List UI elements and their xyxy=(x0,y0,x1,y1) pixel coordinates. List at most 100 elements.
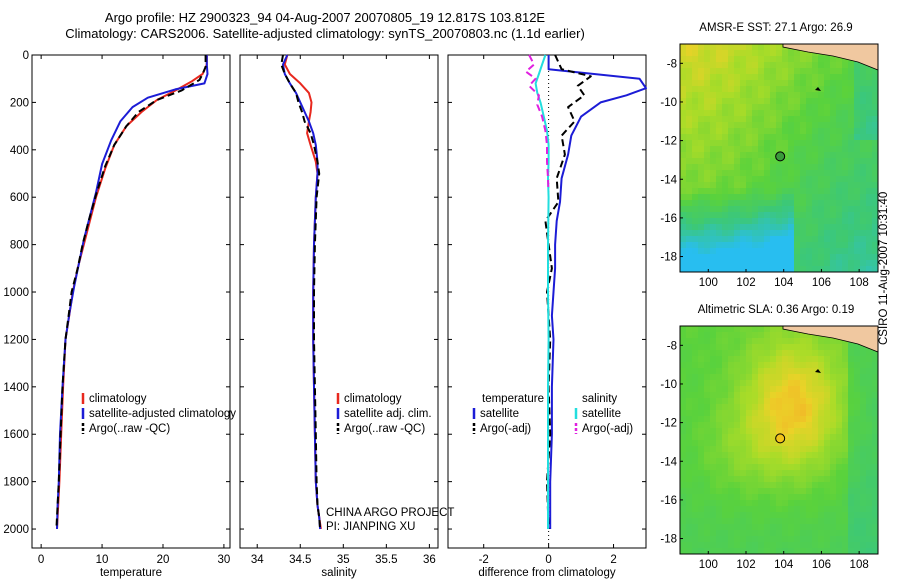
sla-map-cell xyxy=(764,482,771,489)
sla-map-cell xyxy=(704,494,711,501)
sla-map-cell xyxy=(872,500,879,507)
sst-map-cell xyxy=(746,68,753,75)
sla-map-cell xyxy=(818,338,825,345)
sla-map-cell xyxy=(812,392,819,399)
sla-map-cell xyxy=(860,344,867,351)
sst-map-cell xyxy=(758,242,765,249)
sst-map-cell xyxy=(854,68,861,75)
sst-map-cell xyxy=(686,182,693,189)
sla-map-cell xyxy=(842,416,849,423)
sla-map-cell xyxy=(794,536,801,543)
sla-map-cell xyxy=(782,458,789,465)
sla-map-cell xyxy=(848,386,855,393)
sla-map-cell xyxy=(752,404,759,411)
sst-map-cell xyxy=(830,68,837,75)
sla-map-cell xyxy=(806,380,813,387)
sla-map-cell xyxy=(734,440,741,447)
sla-map-cell xyxy=(746,458,753,465)
sst-map-cell xyxy=(710,182,717,189)
sst-map-cell xyxy=(812,128,819,135)
sla-map-cell xyxy=(686,488,693,495)
sla-map-cell xyxy=(770,536,777,543)
sla-map-cell xyxy=(758,392,765,399)
sla-map-cell xyxy=(854,530,861,537)
sla-map-cell xyxy=(806,404,813,411)
sst-map-cell xyxy=(848,248,855,255)
temperature-xtick-label: 10 xyxy=(96,554,109,566)
sla-map-cell xyxy=(704,380,711,387)
sla-map-cell xyxy=(854,368,861,375)
sla-map-cell xyxy=(794,362,801,369)
sst-map-cell xyxy=(686,80,693,87)
sla-map-cell xyxy=(770,506,777,513)
sla-map-cell xyxy=(800,422,807,429)
sst-map-cell xyxy=(686,236,693,243)
sla-map-cell xyxy=(752,530,759,537)
sla-map-cell xyxy=(728,362,735,369)
sla-map-cell xyxy=(854,506,861,513)
sst-map-cell xyxy=(770,86,777,93)
sst-map-cell xyxy=(686,176,693,183)
sla-map-cell xyxy=(800,512,807,519)
sst-map-cell xyxy=(788,98,795,105)
sst-map-cell xyxy=(812,182,819,189)
sst-map-cell xyxy=(752,182,759,189)
sla-map-cell xyxy=(812,368,819,375)
sst-map-cell xyxy=(692,176,699,183)
sla-map-cell xyxy=(746,464,753,471)
sst-map-cell xyxy=(758,158,765,165)
sst-map-cell xyxy=(770,50,777,57)
sst-map-cell xyxy=(830,242,837,249)
sst-map-cell xyxy=(776,146,783,153)
sst-map-cell xyxy=(728,254,735,261)
sst-map-cell xyxy=(842,158,849,165)
sla-map-cell xyxy=(728,380,735,387)
sla-map-cell xyxy=(752,398,759,405)
sst-map-cell xyxy=(848,74,855,81)
sla-map-cell xyxy=(800,398,807,405)
sla-map-cell xyxy=(740,326,747,333)
sla-map-cell xyxy=(680,410,687,417)
sla-map-cell xyxy=(866,362,873,369)
sla-map-cell xyxy=(788,446,795,453)
sla-map-cell xyxy=(758,368,765,375)
sla-map-cell xyxy=(848,422,855,429)
sla-map-cell xyxy=(728,434,735,441)
sla-map-cell xyxy=(818,470,825,477)
sst-map-cell xyxy=(722,182,729,189)
sst-map-cell xyxy=(692,194,699,201)
sst-map-cell xyxy=(794,116,801,123)
sla-map-cell xyxy=(746,488,753,495)
sst-map-cell xyxy=(746,260,753,267)
sla-map-cell xyxy=(782,482,789,489)
sla-map-cell xyxy=(824,446,831,453)
sla-map-cell xyxy=(818,350,825,357)
sla-map-cell xyxy=(746,428,753,435)
depth-tick-label: 0 xyxy=(23,50,29,62)
sla-map-cell xyxy=(728,530,735,537)
sst-map-cell xyxy=(824,182,831,189)
sla-map-cell xyxy=(842,524,849,531)
sst-map-cell xyxy=(722,68,729,75)
sla-map-cell xyxy=(758,362,765,369)
sst-map-cell xyxy=(692,110,699,117)
sla-map-cell xyxy=(872,548,879,555)
sst-map-cell xyxy=(782,200,789,207)
sst-map-cell xyxy=(866,248,873,255)
sst-map-cell xyxy=(842,128,849,135)
sla-map-cell xyxy=(812,404,819,411)
sst-map-cell xyxy=(716,68,723,75)
sst-map-cell xyxy=(746,188,753,195)
sla-map-cell xyxy=(782,524,789,531)
sst-map-cell xyxy=(782,92,789,99)
sla-map-cell xyxy=(818,494,825,501)
sla-map-cell xyxy=(764,536,771,543)
sst-map-cell xyxy=(770,68,777,75)
sla-map-cell xyxy=(860,524,867,531)
sla-map-cell xyxy=(794,524,801,531)
sst-map-cell xyxy=(860,164,867,171)
sla-map-cell xyxy=(818,392,825,399)
sst-map-cell xyxy=(686,254,693,261)
sla-map-cell xyxy=(734,452,741,459)
sla-map-cell xyxy=(794,518,801,525)
